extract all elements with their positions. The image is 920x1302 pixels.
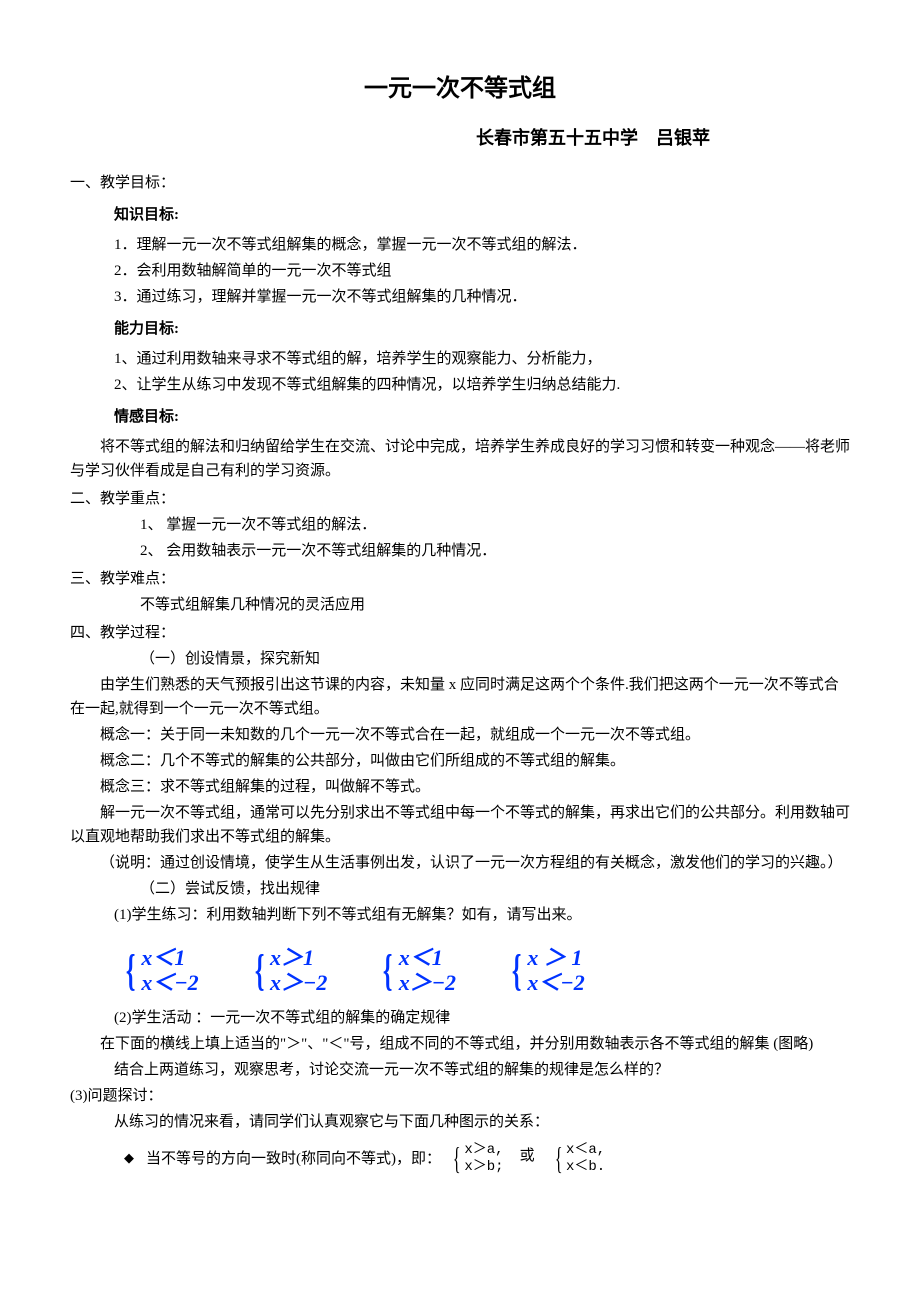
bottom-group-1: { x＞a, x＞b; <box>449 1142 504 1176</box>
s4-p9: 在下面的横线上填上适当的"＞"、"＜"号，组成不同的不等式组，并分别用数轴表示各… <box>70 1032 850 1056</box>
brace-icon: { <box>255 951 265 991</box>
ineq-group-4: { x ＞ 1 x＜−2 <box>508 945 585 996</box>
ineq-group-2: { x＞1 x＞−2 <box>251 945 328 996</box>
ineq-1-line-2: x＜−2 <box>141 970 198 995</box>
diamond-bullet-icon: ◆ <box>124 1148 134 1169</box>
ineq-4-line-1: x ＞ 1 <box>527 945 584 970</box>
section-head-2: 二、教学重点： <box>70 487 850 511</box>
bottom-group-2: { x＜a, x＜b. <box>551 1142 606 1176</box>
brace-icon: { <box>554 1146 562 1172</box>
s2-item-1: 1、 掌握一元一次不等式组的解法． <box>140 513 850 537</box>
ability-head: 能力目标: <box>114 317 850 341</box>
s4-p6: （说明：通过创设情境，使学生从生活事例出发，认识了一元一次方程组的有关概念，激发… <box>70 851 850 875</box>
emotion-head: 情感目标: <box>114 405 850 429</box>
s4-p3: 概念二：几个不等式的解集的公共部分，叫做由它们所组成的不等式组的解集。 <box>70 749 850 773</box>
section-head-4: 四、教学过程： <box>70 621 850 645</box>
emotion-para: 将不等式组的解法和归纳留给学生在交流、讨论中完成，培养学生养成良好的学习习惯和转… <box>70 435 850 483</box>
section-head-3: 三、教学难点： <box>70 567 850 591</box>
knowledge-item-3: 3．通过练习，理解并掌握一元一次不等式组解集的几种情况． <box>114 285 850 309</box>
brace-icon: { <box>453 1146 461 1172</box>
s4-p2: 概念一：关于同一未知数的几个一元一次不等式合在一起，就组成一个一元一次不等式组。 <box>70 723 850 747</box>
bg1-line-1: x＞a, <box>464 1142 503 1159</box>
s4-sub1: （一）创设情景，探究新知 <box>140 647 850 671</box>
ineq-4-line-2: x＜−2 <box>527 970 584 995</box>
s4-p1: 由学生们熟悉的天气预报引出这节课的内容，未知量 x 应同时满足这两个个条件.我们… <box>70 673 850 721</box>
ability-item-2: 2、让学生从练习中发现不等式组解集的四种情况，以培养学生归纳总结能力. <box>114 373 850 397</box>
bottom-row: ◆ 当不等号的方向一致时(称同向不等式)，即： { x＞a, x＞b; 或 { … <box>70 1142 850 1176</box>
s4-p4: 概念三：求不等式组解集的过程，叫做解不等式。 <box>70 775 850 799</box>
section-head-1: 一、教学目标： <box>70 171 850 195</box>
bg1-line-2: x＞b; <box>464 1159 503 1176</box>
knowledge-item-1: 1．理解一元一次不等式组解集的概念，掌握一元一次不等式组的解法． <box>114 233 850 257</box>
ineq-3-line-1: x＜1 <box>399 945 456 970</box>
page-subtitle: 长春市第五十五中学 吕银苹 <box>70 124 850 153</box>
brace-icon: { <box>512 951 522 991</box>
s4-p11: (3)问题探讨： <box>70 1084 850 1108</box>
s4-p12: 从练习的情况来看，请同学们认真观察它与下面几种图示的关系： <box>114 1110 850 1134</box>
page-title: 一元一次不等式组 <box>70 70 850 108</box>
s2-item-2: 2、 会用数轴表示一元一次不等式组解集的几种情况． <box>140 539 850 563</box>
s4-p10: 结合上两道练习，观察思考，讨论交流一元一次不等式组的解集的规律是怎么样的？ <box>114 1058 850 1082</box>
s4-sub2: （二）尝试反馈，找出规律 <box>140 877 850 901</box>
ineq-1-line-1: x＜1 <box>141 945 198 970</box>
bg2-line-1: x＜a, <box>566 1142 605 1159</box>
s4-p5: 解一元一次不等式组，通常可以先分别求出不等式组中每一个不等式的解集，再求出它们的… <box>70 801 850 849</box>
brace-icon: { <box>126 951 136 991</box>
s4-p8: (2)学生活动 ：一元一次不等式组的解集的确定规律 <box>114 1006 850 1030</box>
ineq-group-3: { x＜1 x＞−2 <box>379 945 456 996</box>
bottom-math: { x＞a, x＞b; 或 { x＜a, x＜b. <box>449 1142 605 1176</box>
inequality-groups: { x＜1 x＜−2 { x＞1 x＞−2 { x＜1 x＞−2 { x ＞ 1… <box>122 945 850 996</box>
bg2-line-2: x＜b. <box>566 1159 605 1176</box>
ineq-2-line-2: x＞−2 <box>270 970 327 995</box>
knowledge-head: 知识目标: <box>114 203 850 227</box>
ability-item-1: 1、通过利用数轴来寻求不等式组的解，培养学生的观察能力、分析能力， <box>114 347 850 371</box>
brace-icon: { <box>383 951 393 991</box>
or-text: 或 <box>520 1142 535 1168</box>
ineq-group-1: { x＜1 x＜−2 <box>122 945 199 996</box>
ineq-2-line-1: x＞1 <box>270 945 327 970</box>
knowledge-item-2: 2．会利用数轴解简单的一元一次不等式组 <box>114 259 850 283</box>
s4-p7: (1)学生练习：利用数轴判断下列不等式组有无解集？如有，请写出来。 <box>114 903 850 927</box>
bottom-text: 当不等号的方向一致时(称同向不等式)，即： <box>146 1147 441 1171</box>
s3-para: 不等式组解集几种情况的灵活应用 <box>140 593 850 617</box>
ineq-3-line-2: x＞−2 <box>399 970 456 995</box>
